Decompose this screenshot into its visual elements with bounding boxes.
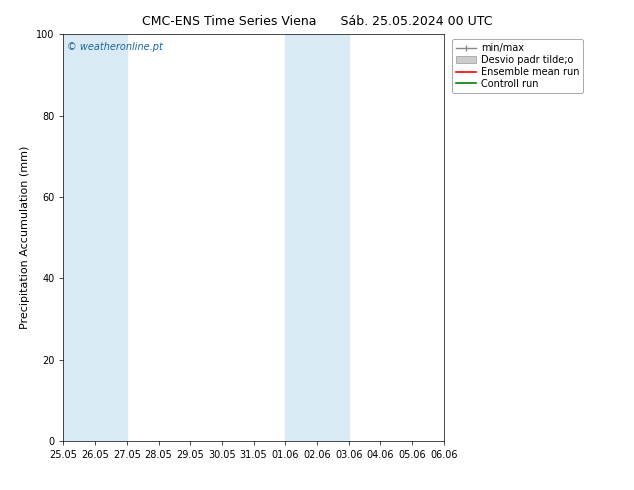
Legend: min/max, Desvio padr tilde;o, Ensemble mean run, Controll run: min/max, Desvio padr tilde;o, Ensemble m…	[453, 39, 583, 93]
Bar	[285, 34, 349, 441]
Text: © weatheronline.pt: © weatheronline.pt	[67, 43, 163, 52]
Bar	[63, 34, 127, 441]
Text: CMC-ENS Time Series Viena      Sáb. 25.05.2024 00 UTC: CMC-ENS Time Series Viena Sáb. 25.05.202…	[142, 15, 492, 28]
Y-axis label: Precipitation Accumulation (mm): Precipitation Accumulation (mm)	[20, 146, 30, 329]
